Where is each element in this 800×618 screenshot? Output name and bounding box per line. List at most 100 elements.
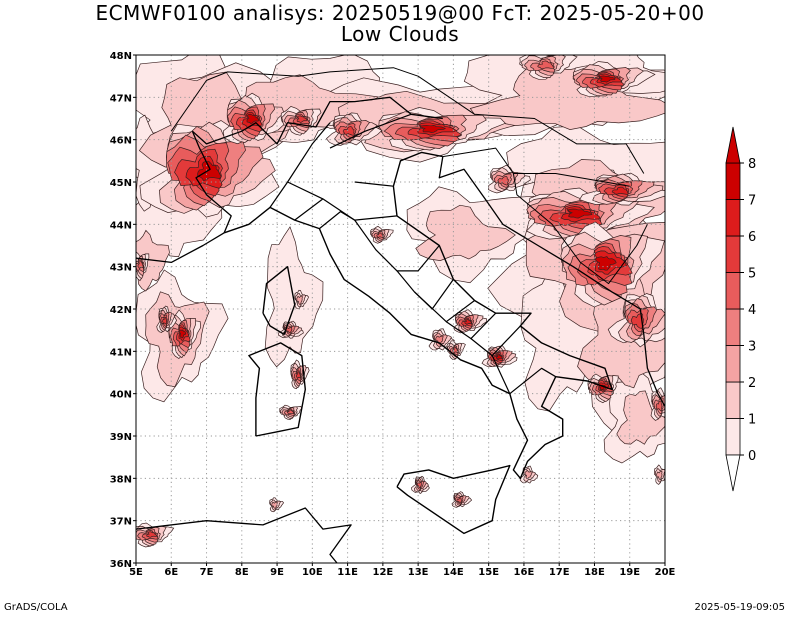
region-boundary <box>329 113 412 149</box>
cloud-contour <box>246 113 260 124</box>
cloud-contour <box>616 390 665 445</box>
cloud-contour <box>376 232 384 238</box>
region-boundary <box>509 367 557 395</box>
region-boundary <box>319 211 356 230</box>
colorbar-segment <box>725 381 741 419</box>
cloud-contour <box>296 115 308 123</box>
cloud-contour <box>178 329 187 339</box>
cloud-contour <box>286 409 295 415</box>
cloud-contour <box>656 470 663 481</box>
lon-tick-label: 11E <box>337 567 358 578</box>
colorbar-segment <box>725 308 741 346</box>
cloud-contour <box>497 176 509 186</box>
colorbar-tick-label: 5 <box>748 267 756 282</box>
cloud-contour <box>416 481 422 489</box>
cloud-contour <box>537 60 555 70</box>
lat-tick-label: 40N <box>110 390 132 401</box>
region-boundary <box>294 198 398 221</box>
colorbar-tick-label: 1 <box>748 413 756 428</box>
border-bosnia <box>512 173 648 285</box>
cloud-contour <box>599 75 616 83</box>
lat-tick-label: 42N <box>110 305 132 316</box>
cloud-contour <box>464 319 473 325</box>
cloud-contour <box>495 354 503 360</box>
coastline-balkans <box>438 156 665 407</box>
colorbar-tick-label: 3 <box>748 340 756 355</box>
footer-timestamp: 2025-05-19-09:05 <box>694 602 785 613</box>
cloud-contour <box>524 469 533 480</box>
cloud-contour <box>271 501 278 509</box>
colorbar-tick-label: 6 <box>748 230 756 245</box>
cloud-contour <box>630 312 645 329</box>
cloud-contour <box>611 186 630 195</box>
lat-tick-label: 48N <box>110 51 132 62</box>
region-boundary <box>491 355 511 394</box>
lat-axis: 36N 37N 38N 39N 40N 41N 42N 43N 44N 45N 46N 47N 48N <box>110 51 136 570</box>
coastline-sicily <box>396 464 511 535</box>
lon-tick-label: 6E <box>164 567 178 578</box>
lon-tick-label: 5E <box>129 567 143 578</box>
cloud-contour <box>342 126 355 136</box>
lon-tick-label: 7E <box>200 567 214 578</box>
lon-tick-label: 9E <box>270 567 284 578</box>
colorbar-tick-label: 4 <box>748 303 756 318</box>
region-boundary <box>287 122 331 183</box>
lat-tick-label: 36N <box>110 559 132 570</box>
colorbar-tick-label: 7 <box>748 194 756 209</box>
colorbar-min-arrow <box>725 454 741 492</box>
cloud-contour <box>162 316 168 325</box>
colorbar-segment <box>725 345 741 383</box>
lat-tick-label: 43N <box>110 263 132 274</box>
cloud-contour <box>419 124 447 133</box>
lon-tick-label: 16E <box>514 567 535 578</box>
lat-tick-label: 46N <box>110 136 132 147</box>
coastline-africa <box>136 507 352 563</box>
colorbar: 0 1 2 3 4 5 6 7 8 <box>725 126 756 492</box>
lon-tick-label: 20E <box>655 567 676 578</box>
colorbar-tick-label: 8 <box>748 157 756 172</box>
cloud-contour <box>295 371 302 379</box>
region-boundary <box>396 270 454 310</box>
colorbar-segment <box>725 235 741 273</box>
cloud-contour <box>456 497 462 504</box>
lon-tick-label: 18E <box>584 567 605 578</box>
colorbar-segment <box>725 199 741 237</box>
cloud-contour <box>655 400 663 412</box>
coastline-sardinia <box>248 342 306 437</box>
border-alps <box>191 96 443 145</box>
colorbar-segment <box>725 272 741 310</box>
lat-tick-label: 44N <box>110 220 132 231</box>
border-central-europe <box>170 67 645 174</box>
colorbar-segment <box>725 162 741 200</box>
footer-credit: GrADS/COLA <box>4 602 68 613</box>
lon-tick-label: 15E <box>478 567 499 578</box>
cloud-contour <box>594 256 617 271</box>
cloud-contour <box>146 531 158 538</box>
lon-tick-label: 12E <box>372 567 393 578</box>
cloud-contour <box>137 260 144 269</box>
grid-lines <box>136 55 665 563</box>
lon-tick-label: 14E <box>443 567 464 578</box>
lat-tick-label: 39N <box>110 432 132 443</box>
lat-tick-label: 47N <box>110 93 132 104</box>
border-france-italy <box>191 130 232 234</box>
cloud-contour <box>567 208 593 219</box>
colorbar-tick-label: 0 <box>748 449 756 464</box>
coastline <box>136 67 665 563</box>
chart-title: ECMWF0100 analisys: 20250519@00 FcT: 202… <box>95 1 705 25</box>
colorbar-segment <box>725 418 741 456</box>
lat-tick-label: 38N <box>110 474 132 485</box>
chart-subtitle: Low Clouds <box>340 22 460 46</box>
colorbar-max-arrow <box>725 126 741 164</box>
lon-tick-label: 13E <box>408 567 429 578</box>
lon-tick-label: 19E <box>619 567 640 578</box>
colorbar-tick-label: 2 <box>748 376 756 391</box>
coastline-corsica <box>262 266 296 336</box>
coastline-italy <box>223 151 613 479</box>
cloud-field <box>136 55 665 548</box>
lon-axis: 5E 6E 7E 8E 9E 10E 11E 12E 13E 14E 15E 16E 17E 18E 19E… <box>129 563 676 578</box>
cloud-contour <box>415 204 516 261</box>
cloud-contour <box>435 335 444 345</box>
lat-tick-label: 41N <box>110 347 132 358</box>
